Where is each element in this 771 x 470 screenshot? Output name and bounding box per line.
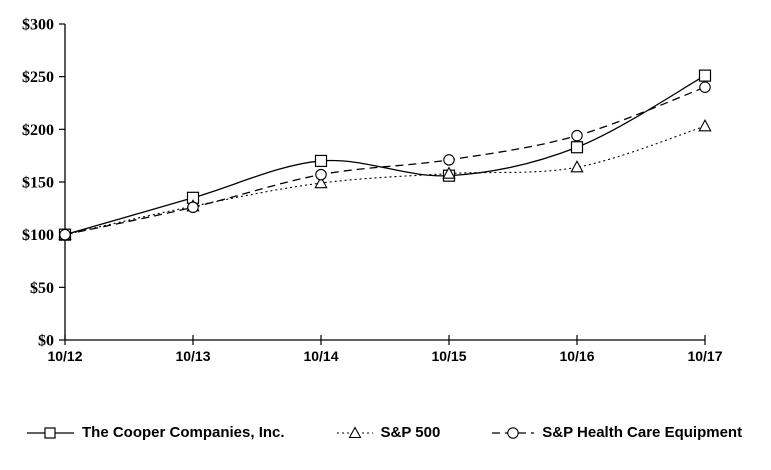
y-tick-label: $250 (22, 69, 54, 86)
x-tick-label: 10/17 (687, 348, 722, 364)
square-marker-icon (570, 141, 584, 154)
circle-marker-icon (315, 168, 327, 181)
circle-marker-icon (59, 228, 71, 241)
x-tick-label: 10/13 (175, 348, 210, 364)
x-tick-label: 10/12 (47, 348, 82, 364)
triangle-marker-icon (314, 175, 328, 189)
triangle-marker-icon (570, 160, 584, 173)
y-tick-label: $50 (30, 280, 54, 297)
y-tick-label: $150 (22, 175, 54, 192)
legend-item-sp500: S&P 500 (336, 424, 441, 441)
x-tick-label: 10/14 (303, 348, 338, 364)
legend-label-sp-healthcare: S&P Health Care Equipment (542, 424, 743, 441)
x-tick-label: 10/16 (559, 348, 594, 364)
x-tick-label: 10/15 (431, 348, 466, 364)
legend-item-cooper: The Cooper Companies, Inc. (27, 424, 285, 441)
circle-marker-icon (443, 154, 455, 166)
square-marker-icon (314, 154, 328, 168)
sp-healthcare-series-marker-icon (492, 426, 535, 439)
series-line-1 (64, 125, 706, 236)
series-line-2 (64, 86, 706, 236)
triangle-marker-icon (698, 119, 712, 132)
circle-marker-icon (699, 81, 711, 93)
legend-label-sp500: S&P 500 (380, 424, 441, 441)
cooper-series-marker-icon (27, 426, 74, 439)
triangle-marker-icon (442, 166, 456, 179)
y-tick-label: $300 (22, 17, 54, 34)
chart-legend: The Cooper Companies, Inc. S&P 500 S&P H… (27, 424, 757, 441)
y-tick-label: $0 (38, 333, 54, 350)
legend-label-cooper: The Cooper Companies, Inc. (82, 424, 285, 441)
legend-item-sp-healthcare: S&P Health Care Equipment (492, 424, 742, 441)
sp500-series-marker-icon (336, 425, 373, 438)
square-marker-icon (698, 69, 712, 82)
circle-marker-icon (187, 201, 199, 214)
performance-line-chart: $0 $50 $100 $150 $200 $250 $300 10/12 10/13 10/14… (22, 17, 723, 365)
circle-marker-icon (571, 129, 583, 142)
series-line-0 (64, 75, 706, 236)
y-tick-label: $200 (22, 122, 54, 139)
y-tick-label: $100 (22, 227, 54, 244)
